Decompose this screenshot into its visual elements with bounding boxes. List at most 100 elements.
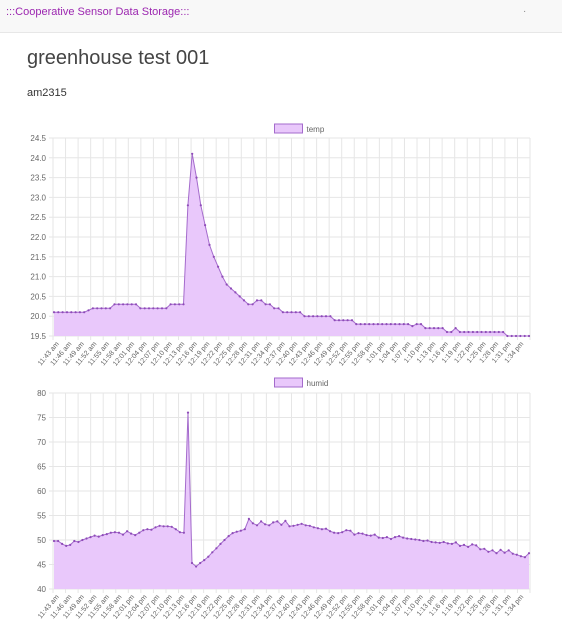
data-point[interactable]: [101, 534, 104, 537]
data-point[interactable]: [130, 532, 133, 535]
data-point[interactable]: [221, 275, 224, 278]
legend-swatch[interactable]: [274, 123, 303, 134]
data-point[interactable]: [199, 561, 202, 565]
data-point[interactable]: [182, 303, 185, 306]
data-point[interactable]: [260, 520, 263, 523]
data-point[interactable]: [239, 529, 242, 532]
data-point[interactable]: [223, 538, 226, 542]
data-point[interactable]: [138, 531, 141, 534]
data-point[interactable]: [454, 327, 457, 330]
data-point[interactable]: [225, 283, 228, 286]
data-point[interactable]: [312, 315, 315, 318]
data-point[interactable]: [438, 541, 441, 544]
data-point[interactable]: [369, 534, 372, 537]
data-point[interactable]: [255, 524, 259, 527]
data-point[interactable]: [286, 311, 289, 314]
data-point[interactable]: [320, 315, 323, 318]
data-point[interactable]: [511, 552, 514, 555]
data-point[interactable]: [73, 539, 76, 543]
data-point[interactable]: [113, 531, 116, 534]
data-point[interactable]: [83, 311, 86, 314]
data-point[interactable]: [333, 319, 336, 322]
data-point[interactable]: [353, 533, 356, 536]
data-point[interactable]: [134, 534, 137, 537]
data-point[interactable]: [527, 552, 531, 555]
data-point[interactable]: [514, 334, 518, 338]
data-point[interactable]: [217, 265, 220, 268]
data-point[interactable]: [480, 330, 483, 334]
data-point[interactable]: [476, 330, 479, 334]
data-point[interactable]: [290, 311, 293, 314]
data-point[interactable]: [475, 544, 478, 547]
data-point[interactable]: [199, 204, 202, 207]
data-point[interactable]: [368, 323, 371, 326]
data-point[interactable]: [77, 540, 80, 544]
legend-label[interactable]: temp: [307, 125, 325, 134]
data-point[interactable]: [350, 319, 354, 322]
data-point[interactable]: [178, 303, 181, 306]
data-point[interactable]: [419, 323, 423, 326]
data-point[interactable]: [389, 537, 393, 541]
data-point[interactable]: [523, 334, 526, 338]
data-point[interactable]: [441, 327, 444, 330]
data-point[interactable]: [61, 542, 64, 545]
data-point[interactable]: [324, 315, 328, 318]
data-point[interactable]: [300, 522, 303, 525]
data-point[interactable]: [154, 526, 157, 529]
data-point[interactable]: [345, 529, 348, 532]
data-point[interactable]: [445, 330, 449, 334]
data-point[interactable]: [341, 531, 344, 534]
data-point[interactable]: [191, 152, 194, 155]
data-point[interactable]: [139, 307, 142, 310]
data-point[interactable]: [422, 539, 425, 543]
data-point[interactable]: [414, 538, 417, 541]
data-point[interactable]: [497, 330, 500, 334]
data-point[interactable]: [219, 542, 222, 545]
data-point[interactable]: [312, 526, 315, 529]
data-point[interactable]: [126, 530, 129, 533]
data-point[interactable]: [126, 303, 129, 306]
data-point[interactable]: [515, 553, 518, 556]
data-point[interactable]: [96, 307, 99, 310]
data-point[interactable]: [207, 555, 210, 558]
data-point[interactable]: [165, 307, 168, 310]
data-point[interactable]: [204, 224, 207, 227]
data-point[interactable]: [281, 311, 284, 314]
data-point[interactable]: [450, 542, 453, 545]
data-point[interactable]: [52, 539, 56, 543]
data-point[interactable]: [142, 529, 145, 532]
data-point[interactable]: [523, 556, 527, 559]
data-point[interactable]: [398, 323, 401, 326]
data-point[interactable]: [255, 299, 259, 302]
data-point[interactable]: [121, 533, 125, 536]
data-point[interactable]: [385, 323, 388, 326]
data-point[interactable]: [264, 523, 267, 526]
data-point[interactable]: [134, 303, 138, 306]
data-point[interactable]: [93, 534, 96, 537]
data-point[interactable]: [268, 303, 271, 306]
data-point[interactable]: [215, 547, 218, 550]
data-point[interactable]: [160, 307, 164, 310]
data-point[interactable]: [276, 520, 279, 523]
data-point[interactable]: [143, 307, 146, 310]
data-point[interactable]: [394, 323, 397, 326]
data-point[interactable]: [329, 530, 332, 533]
data-point[interactable]: [307, 315, 310, 318]
data-point[interactable]: [454, 541, 457, 544]
data-point[interactable]: [471, 330, 474, 334]
data-point[interactable]: [229, 287, 233, 290]
data-point[interactable]: [109, 307, 112, 310]
data-point[interactable]: [316, 315, 319, 318]
data-point[interactable]: [487, 550, 490, 553]
data-point[interactable]: [235, 530, 238, 533]
data-point[interactable]: [502, 330, 505, 334]
data-point[interactable]: [506, 334, 509, 338]
data-point[interactable]: [91, 307, 94, 310]
data-point[interactable]: [65, 544, 68, 547]
data-point[interactable]: [363, 323, 366, 326]
data-point[interactable]: [479, 548, 482, 551]
data-point[interactable]: [294, 311, 297, 314]
data-point[interactable]: [247, 303, 250, 306]
data-point[interactable]: [61, 311, 64, 314]
data-point[interactable]: [355, 323, 358, 326]
